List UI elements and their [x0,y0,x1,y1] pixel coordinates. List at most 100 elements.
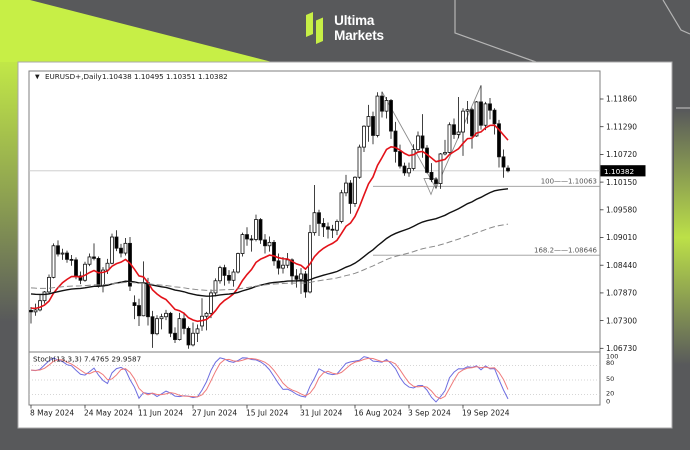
time-axis-label: 15 Jul 2024 [246,409,289,418]
candle [452,118,456,139]
candle [506,165,510,173]
candle [326,222,330,239]
candle [236,252,240,274]
candle [285,253,290,269]
candle [402,162,407,176]
candle [87,253,92,267]
candle [114,230,119,252]
candle [434,177,438,189]
candle [492,108,497,135]
axes-layer[interactable]: 1.11860 1.11290 1.10720 1.10150 1.09580 1.090… [30,95,637,418]
time-axis-label: 16 Aug 2024 [354,409,402,418]
stoch-scale-label: 80 [606,359,614,367]
price-axis-label: 1.09580 [606,206,637,215]
candle [416,131,420,153]
plot-frame[interactable] [28,70,601,406]
candle [335,219,339,236]
stoch-k-line [30,356,509,403]
price-axis-label: 1.10720 [606,150,637,159]
candle [29,307,33,324]
candle [339,189,344,224]
candle [281,256,285,274]
decor-outline-left [454,0,537,63]
candle [420,114,425,158]
candle [42,290,47,304]
candle [362,125,366,152]
candle [137,298,141,326]
candle [438,152,443,189]
price-axis-label: 1.06730 [606,344,637,353]
candle [123,237,128,256]
fib-label-168: 168.2——1.08646 [534,246,598,254]
stoch-scale-label: 0 [606,398,610,406]
stoch-gridlines [29,365,600,395]
time-axis-label: 3 Sep 2024 [408,409,451,418]
candle [456,97,461,139]
candle [173,327,177,343]
candles-layer[interactable] [29,85,510,349]
candle [272,239,276,266]
candle [312,185,317,236]
candle [461,108,465,156]
candle [443,139,447,156]
candle [78,271,83,285]
candle [191,322,195,347]
candle [47,274,51,294]
candle [317,209,321,237]
candle [366,104,371,142]
candle [425,145,429,174]
stoch-scale-label: 20 [606,390,614,398]
candle [69,255,74,266]
stoch-scale-label: 100 [606,353,618,361]
stochastic-lines [30,356,509,403]
candle [375,92,380,138]
candle [51,243,56,279]
candle [83,261,87,282]
candle [227,270,231,284]
candle [195,324,200,342]
time-axis-label: 24 May 2024 [84,409,133,418]
stoch-label: Stoch(13,3,3) 7.4765 29.9587 [33,355,141,364]
candle [65,250,69,263]
price-axis-label: 1.10150 [606,178,637,187]
candle [497,119,501,168]
candle [267,236,272,252]
decor-outline-right [662,0,690,35]
stoch-scale-label: 50 [606,375,614,383]
candle [60,248,65,260]
time-axis-label: 11 Jun 2024 [138,409,183,418]
candle [110,233,114,265]
candle [294,269,299,288]
candle [411,144,416,171]
candle [384,97,389,119]
price-axis-label: 1.07870 [606,289,637,298]
lime-wedge [0,0,272,62]
candle [249,235,254,252]
lime-fade-left [0,62,18,322]
candle [321,218,326,238]
candle [245,227,249,246]
price-axis-label: 1.11860 [606,95,637,104]
candle [240,232,245,257]
current-price-value: 1.10382 [604,167,634,176]
price-axis-label: 1.08440 [606,261,637,270]
candle [371,111,375,145]
chart-title-ohlc: 1.10438 1.10495 1.10351 1.10382 [102,72,228,81]
candle [132,295,137,320]
candle [447,122,452,154]
candle [407,162,411,177]
candle [209,289,213,319]
stoch-d-line [30,357,509,400]
symbol-dropdown-icon[interactable]: ▼ [35,74,40,81]
time-axis-label: 8 May 2024 [30,409,74,418]
candle [474,100,479,137]
candle [344,174,348,197]
candle [389,99,393,139]
candle [204,311,209,331]
candle [168,311,173,338]
price-axis-label: 1.09010 [606,233,637,242]
ma-slow-line [30,223,509,291]
candle [330,224,335,238]
